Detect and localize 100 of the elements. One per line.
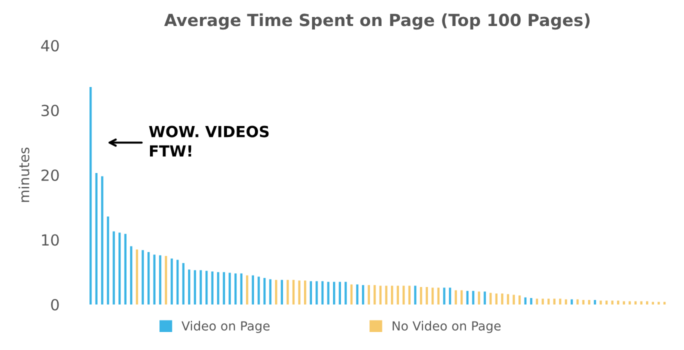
bar — [327, 282, 330, 304]
y-tick-label: 30 — [42, 104, 59, 116]
bar — [390, 286, 394, 304]
bar — [368, 285, 370, 304]
bar — [506, 294, 510, 304]
bar — [304, 280, 306, 304]
bar — [234, 273, 237, 304]
bar — [402, 286, 405, 304]
bar — [588, 300, 590, 304]
bar — [310, 281, 312, 304]
bar — [472, 290, 474, 304]
bar — [640, 301, 642, 304]
bar — [501, 293, 504, 304]
bar — [188, 270, 190, 304]
bar — [547, 298, 550, 304]
bar — [159, 255, 162, 304]
bar — [338, 282, 341, 304]
bar — [570, 299, 573, 304]
legend-label: Video on Page — [182, 320, 270, 334]
bar — [182, 263, 184, 304]
bar — [356, 284, 358, 304]
bar — [518, 295, 521, 304]
bar — [484, 292, 486, 304]
bar — [495, 293, 498, 304]
bar — [90, 86, 92, 304]
y-axis-title: minutes — [18, 148, 30, 202]
bar — [106, 216, 110, 304]
bar — [658, 302, 660, 304]
bar — [200, 270, 202, 304]
bar — [448, 288, 452, 304]
bar — [147, 252, 150, 304]
bar — [95, 173, 98, 304]
bar — [536, 298, 538, 304]
bar — [426, 287, 428, 304]
bar — [443, 288, 446, 304]
bar — [130, 246, 132, 304]
bar — [246, 275, 248, 304]
bar — [512, 294, 515, 304]
bar — [205, 270, 208, 304]
bar — [420, 287, 422, 304]
bar — [280, 280, 284, 304]
bar — [605, 300, 608, 304]
bar — [408, 286, 411, 304]
bar — [454, 290, 457, 304]
bar — [594, 300, 596, 304]
legend-label: No Video on Page — [392, 320, 501, 334]
bar — [275, 280, 278, 304]
bar — [164, 256, 168, 304]
y-tick-label: 10 — [42, 234, 59, 246]
bar — [350, 284, 353, 304]
bar — [542, 298, 544, 304]
bar — [118, 232, 121, 304]
bar — [286, 280, 289, 304]
bar — [582, 300, 584, 304]
bar — [553, 298, 556, 304]
bar — [600, 300, 602, 304]
bar — [362, 285, 364, 304]
bar — [112, 231, 115, 304]
bar — [385, 286, 388, 304]
bar — [194, 270, 196, 304]
bar — [211, 271, 214, 304]
bar — [176, 260, 179, 304]
bar — [374, 285, 376, 304]
bar — [530, 298, 532, 304]
bar — [379, 286, 382, 304]
bar — [437, 288, 440, 304]
bar — [628, 301, 631, 304]
bar — [432, 288, 434, 304]
bar — [252, 275, 254, 304]
annotation: WOW. VIDEOS FTW! — [149, 126, 269, 157]
y-tick-label: 0 — [51, 298, 59, 311]
bar — [478, 292, 480, 304]
bar — [170, 258, 173, 304]
bar — [298, 280, 300, 304]
bar — [228, 272, 231, 304]
bar — [344, 282, 347, 304]
bar — [332, 282, 336, 304]
bar — [611, 300, 614, 304]
bar — [617, 300, 620, 304]
chart-title: Average Time Spent on Page (Top 100 Pages) — [164, 13, 590, 30]
bar — [136, 249, 138, 304]
bar — [222, 272, 226, 304]
bar — [263, 278, 266, 304]
bar — [153, 254, 156, 304]
bar — [101, 176, 104, 304]
bar — [414, 286, 416, 304]
y-tick-label: 20 — [41, 169, 59, 182]
bar — [240, 273, 242, 304]
bar — [559, 298, 562, 304]
bar — [396, 286, 399, 304]
bar — [321, 281, 324, 304]
bar — [316, 281, 318, 304]
bar — [124, 234, 126, 304]
bar — [292, 280, 295, 304]
bar — [142, 250, 144, 304]
bar — [258, 276, 260, 304]
bar — [217, 272, 220, 304]
bar — [269, 279, 272, 304]
bar — [466, 290, 469, 304]
y-tick-label: 40 — [41, 40, 59, 52]
